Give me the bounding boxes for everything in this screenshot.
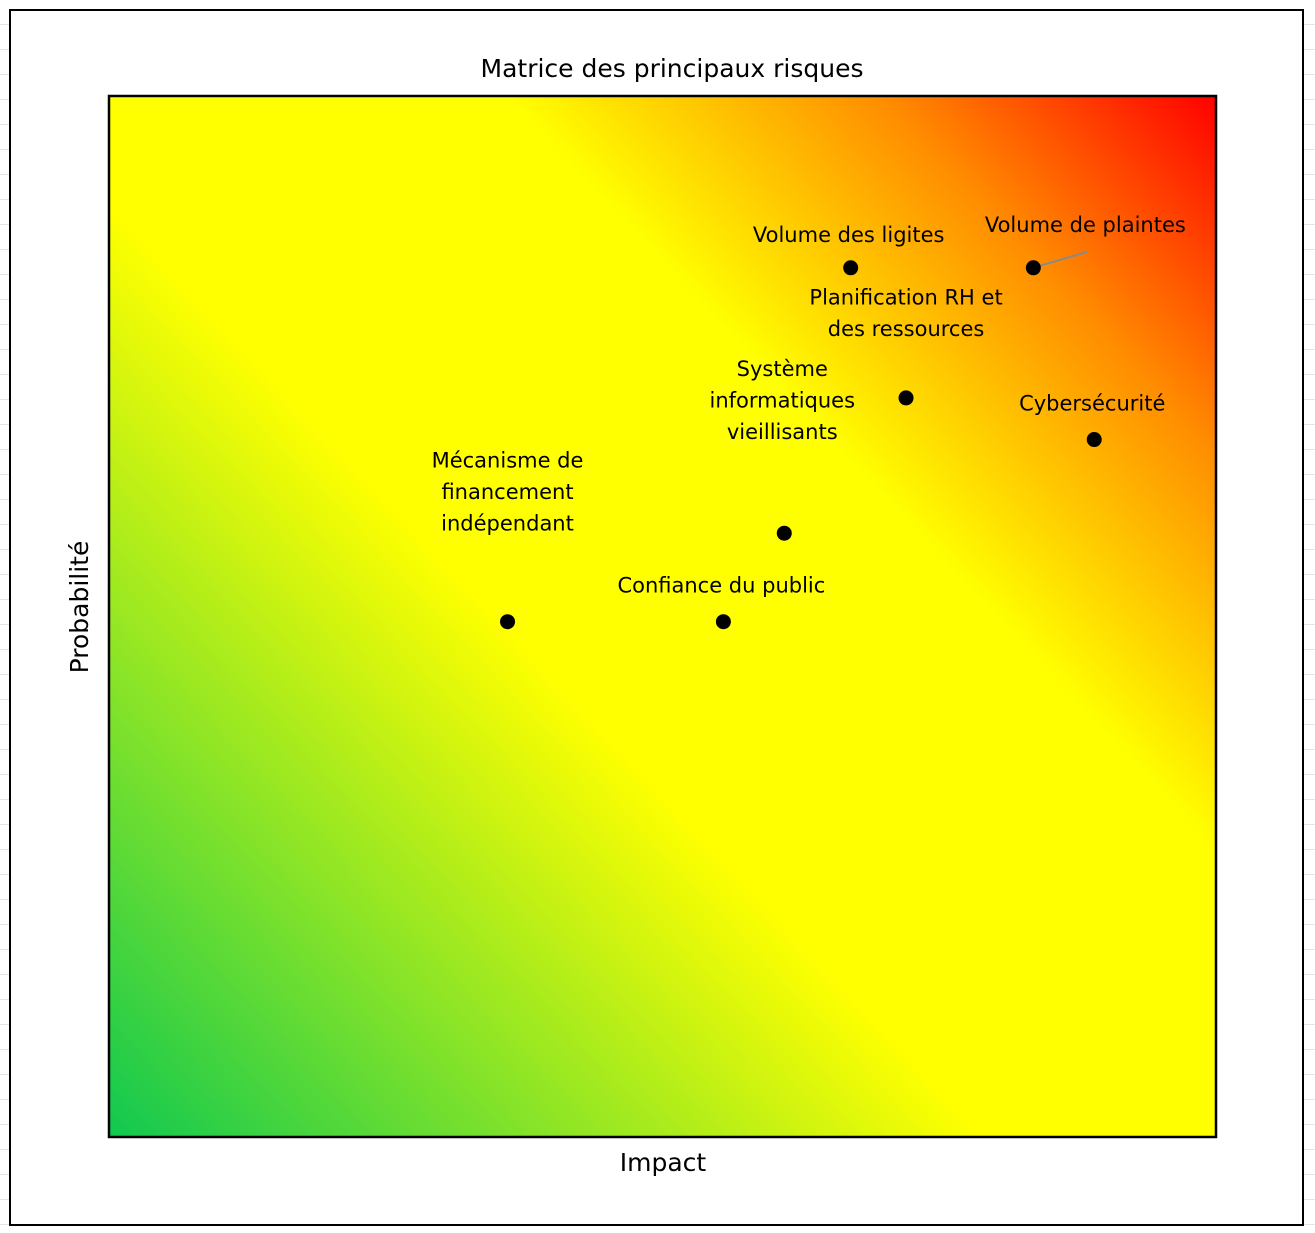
risk-point-label: Volume de plaintes [985, 213, 1186, 237]
risk-point-marker[interactable] [1025, 260, 1041, 276]
risk-point-label: Volume des ligites [753, 223, 945, 247]
risk-point-group[interactable]: Confiance du public [617, 574, 825, 630]
risk-point-marker[interactable] [843, 260, 859, 276]
risk-point-label: Confiance du public [617, 574, 825, 598]
y-axis-label: Probabilité [65, 541, 94, 674]
risk-point-label-line: Volume des ligites [753, 223, 945, 247]
risk-point-label-line: Cybersécurité [1019, 392, 1165, 416]
risk-point-label-line: Volume de plaintes [985, 213, 1186, 237]
risk-point-label: Planification RH et des ressources [809, 285, 1002, 341]
risk-point-group[interactable]: Cybersécurité [1019, 392, 1165, 448]
risk-point-label-line: indépendant [441, 512, 574, 536]
risk-point-group[interactable]: Planification RH et des ressources [809, 285, 1003, 406]
plot-area[interactable] [107, 94, 1218, 1139]
risk-point-group[interactable]: Volume des ligites [753, 223, 945, 276]
risk-point-marker[interactable] [500, 614, 516, 630]
risk-point-label: Mécanisme de financement indépendant [432, 449, 584, 536]
label-leader-line [1033, 250, 1088, 269]
risk-point-label: Système informatiques vieillisants [709, 357, 855, 444]
risk-point-label-line: Mécanisme de [432, 449, 584, 473]
data-points: Volume des ligites Volume de plaintes Plan… [432, 213, 1186, 630]
risk-point-marker[interactable] [898, 390, 914, 406]
risk-point-label-line: Système [737, 357, 828, 381]
risk-point-label-line: financement [441, 480, 573, 504]
risk-point-group[interactable]: Volume de plaintes [985, 213, 1186, 276]
risk-point-group[interactable]: Mécanisme de financement indépendant [432, 449, 584, 630]
risk-point-label-line: vieillisants [727, 420, 838, 444]
chart-title: Matrice des principaux risques [481, 54, 864, 83]
risk-point-marker[interactable] [715, 614, 731, 630]
risk-point-marker[interactable] [776, 525, 792, 541]
risk-point-marker[interactable] [1086, 432, 1102, 448]
risk-point-label-line: Confiance du public [617, 574, 825, 598]
risk-point-group[interactable]: Système informatiques vieillisants [709, 357, 855, 541]
risk-point-label: Cybersécurité [1019, 392, 1165, 416]
risk-point-label-line: informatiques [709, 389, 855, 413]
risk-point-label-line: des ressources [828, 317, 985, 341]
x-axis-label: Impact [620, 1148, 707, 1177]
risk-point-label-line: Planification RH et [809, 285, 1002, 309]
